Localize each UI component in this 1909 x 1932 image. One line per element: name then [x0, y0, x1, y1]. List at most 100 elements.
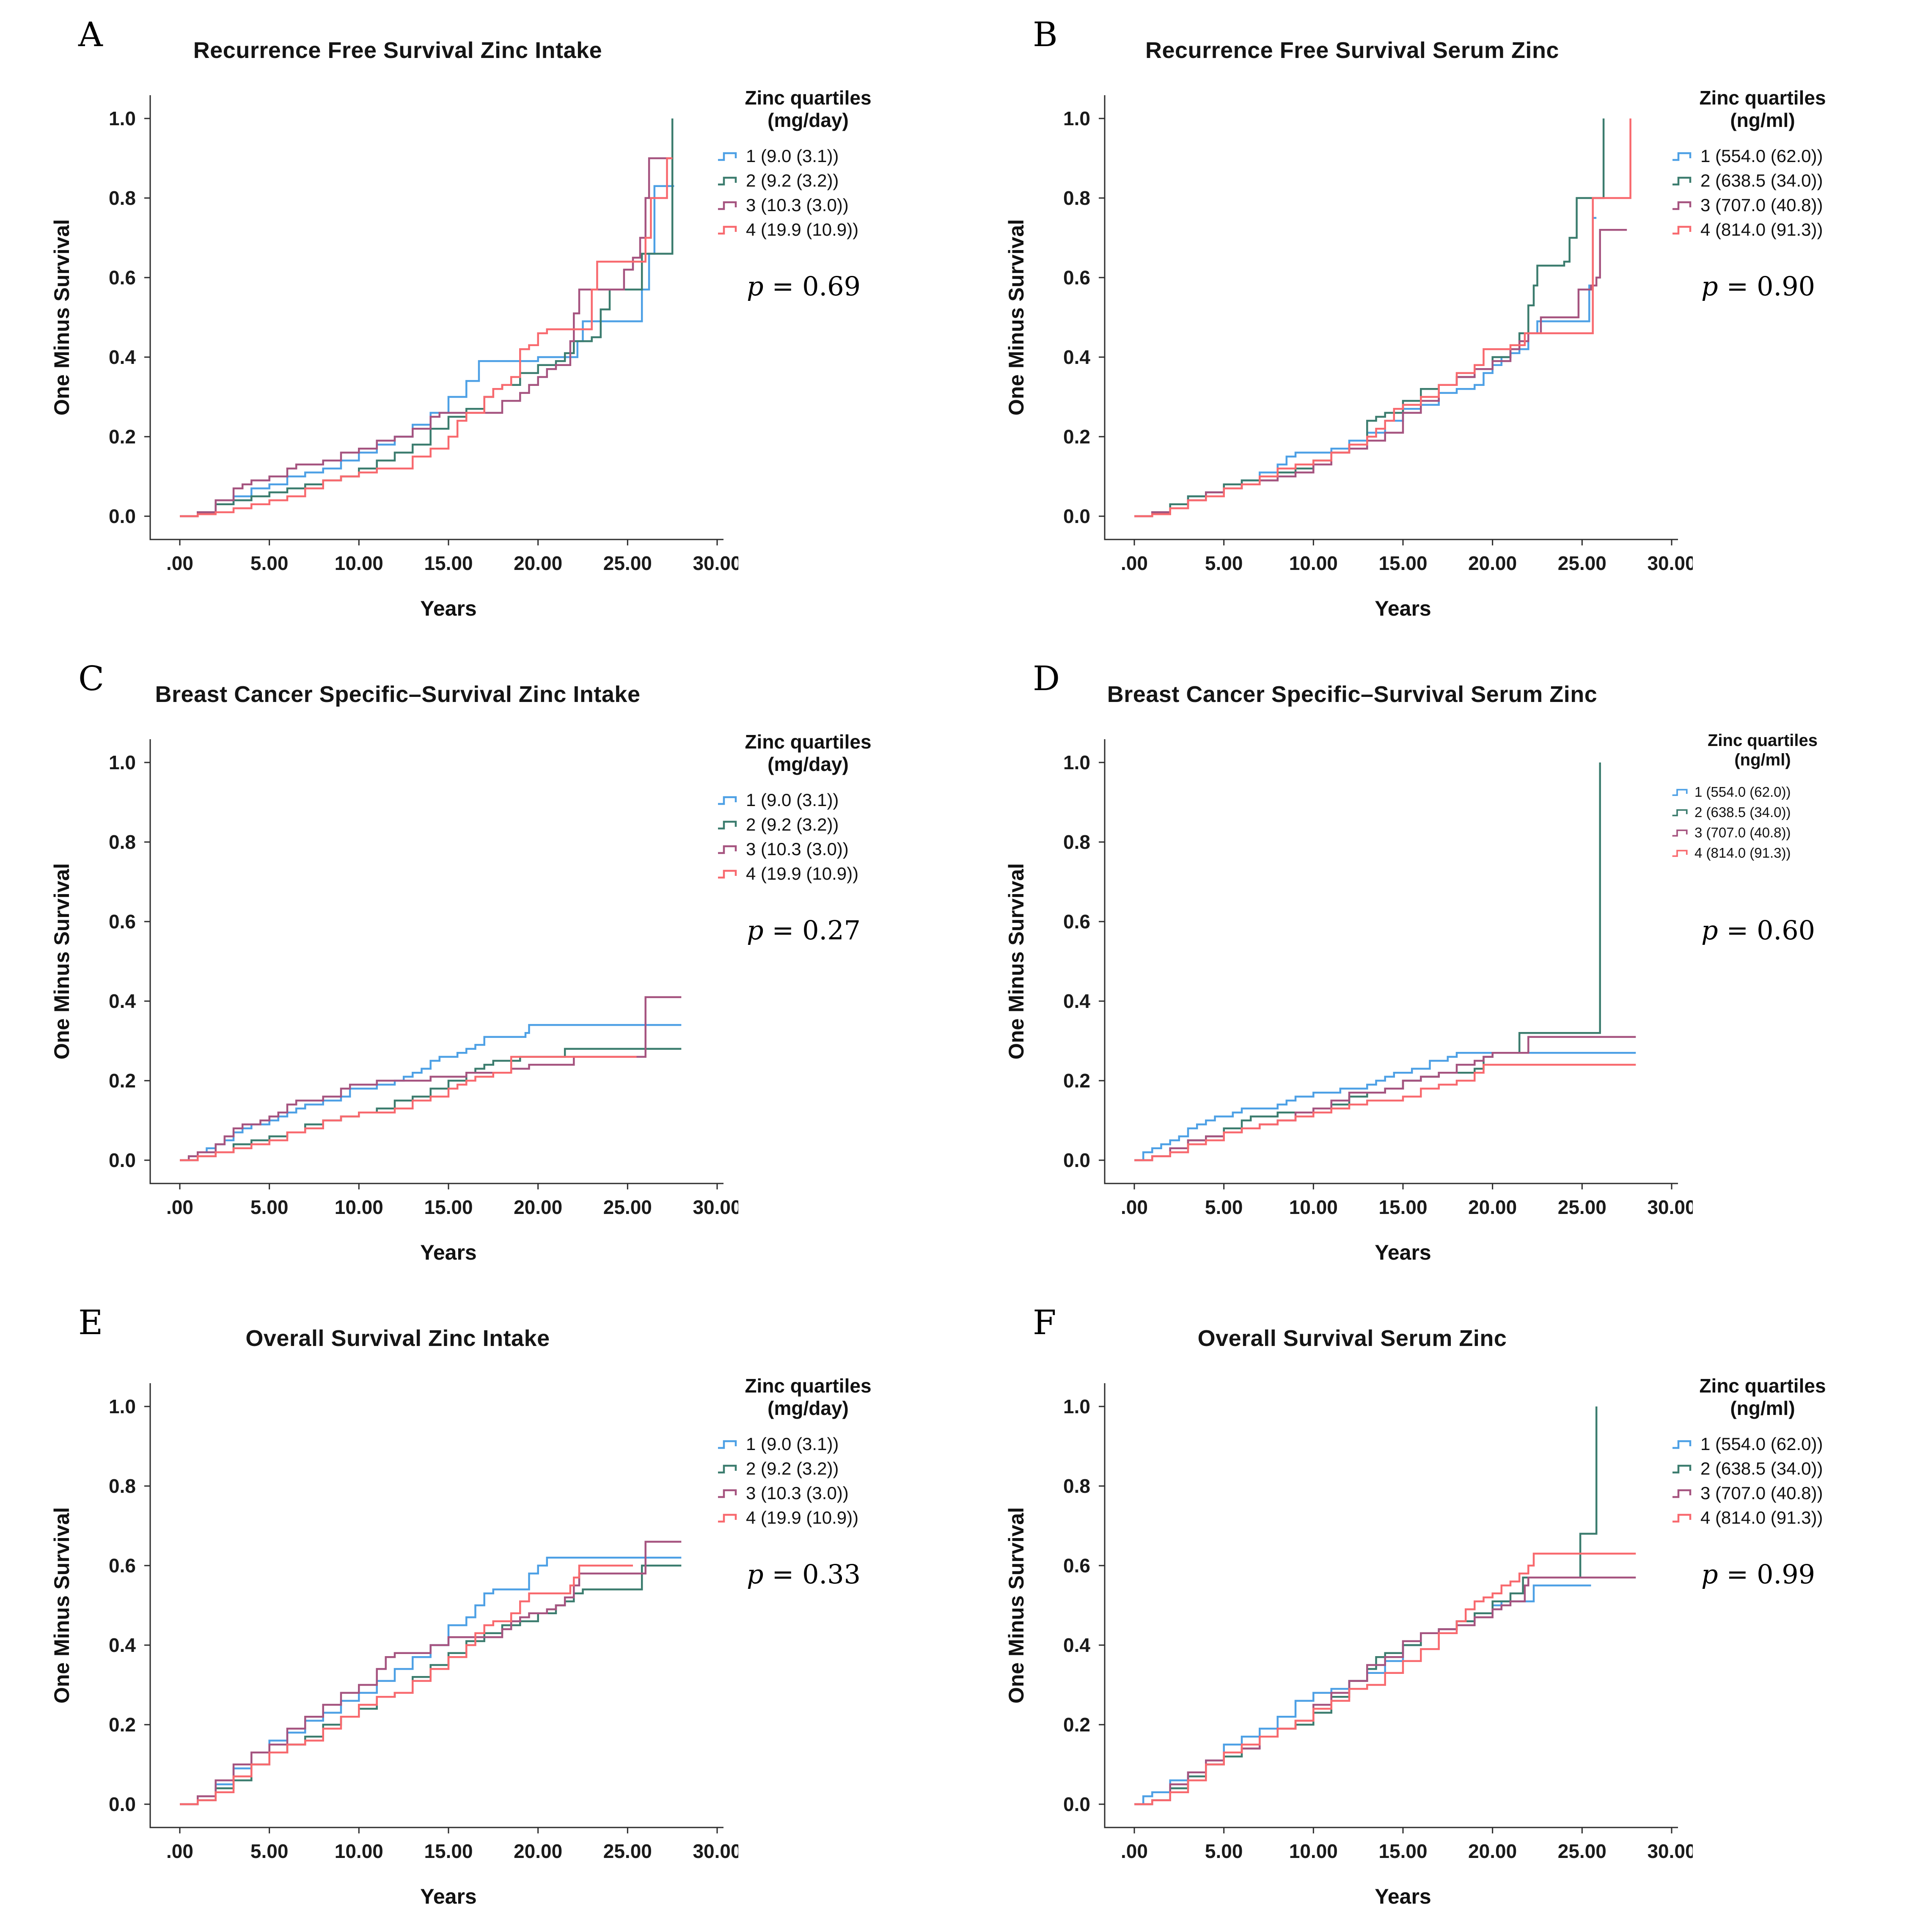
series-q3: [1134, 1576, 1636, 1805]
legend-label: 3 (10.3 (3.0)): [746, 195, 849, 215]
panel-B: B Recurrence Free Survival Serum Zinc .00 5…: [954, 0, 1909, 644]
legend-title-line2: (mg/day): [767, 1397, 849, 1419]
y-tick-label: 0.8: [1063, 831, 1090, 853]
y-axis-label: One Minus Survival: [50, 219, 74, 416]
y-tick-label: 0.0: [109, 1149, 136, 1171]
step-glyph: [718, 1464, 737, 1474]
y-tick-label: 1.0: [1063, 107, 1090, 129]
x-tick-label: 5.00: [250, 1840, 289, 1862]
y-tick-label: 0.6: [1063, 911, 1090, 933]
legend-swatch-icon: [718, 1514, 737, 1523]
legend-swatch-icon: [1672, 201, 1692, 210]
y-tick-label: 0.8: [1063, 1475, 1090, 1497]
x-tick-label: 15.00: [424, 552, 473, 574]
x-tick-label: 15.00: [424, 1840, 473, 1862]
legend-item-q3: 3 (10.3 (3.0)): [717, 839, 954, 859]
p-symbol: p: [747, 915, 764, 946]
legend-swatch-icon: [718, 226, 737, 235]
legend-label: 2 (638.5 (34.0)): [1700, 1458, 1823, 1478]
legend-title-line2: (mg/day): [767, 109, 849, 131]
legend-item-q2: 2 (9.2 (3.2)): [717, 171, 954, 191]
x-tick-label: 15.00: [1378, 552, 1427, 574]
x-tick-label: 5.00: [250, 1196, 289, 1218]
x-tick-label: 25.00: [1558, 1196, 1606, 1218]
legend-item-q3: 3 (10.3 (3.0)): [717, 1483, 954, 1503]
p-value-text: = 0.99: [1726, 1559, 1815, 1590]
chart-title: Recurrence Free Survival Serum Zinc: [1145, 38, 1559, 63]
x-tick-label: 30.00: [1647, 1840, 1693, 1862]
x-tick-label: 15.00: [1378, 1196, 1427, 1218]
y-tick-label: 0.4: [1063, 990, 1090, 1012]
x-tick-label: 20.00: [514, 1840, 562, 1862]
legend-title-line2: (ng/ml): [1734, 751, 1791, 769]
legend-label: 2 (9.2 (3.2)): [746, 170, 839, 190]
legend-items: 1 (554.0 (62.0)) 2 (638.5 (34.0)) 3 (707.0…: [1672, 146, 1909, 240]
legend-item-q4: 4 (814.0 (91.3)): [1672, 220, 1909, 240]
panel-E: E Overall Survival Zinc Intake .00 5.00 10.0…: [0, 1288, 954, 1932]
legend-swatch-icon: [1672, 789, 1688, 796]
p-value: p = 0.60: [1701, 915, 1815, 946]
legend-item-q1: 1 (9.0 (3.1)): [717, 1434, 954, 1454]
legend-item-q3: 3 (10.3 (3.0)): [717, 195, 954, 215]
y-tick-label: 0.8: [109, 831, 136, 853]
p-value-text: = 0.27: [772, 915, 861, 946]
legend-items: 1 (554.0 (62.0)) 2 (638.5 (34.0)) 3 (707.0…: [1672, 1434, 1909, 1528]
legend-items: 1 (9.0 (3.1)) 2 (9.2 (3.2)) 3 (10.3 (3.0))…: [717, 790, 954, 884]
legend-item-q2: 2 (9.2 (3.2)): [717, 815, 954, 835]
y-axis-label: One Minus Survival: [1004, 219, 1028, 416]
legend-label: 2 (638.5 (34.0)): [1694, 804, 1791, 820]
survival-plot: .00 5.00 10.00 15.00 20.00 25.00 30.00 0.0 0.2 0.…: [1004, 1383, 1693, 1908]
x-tick-label: 10.00: [1289, 552, 1338, 574]
y-tick-label: 1.0: [109, 107, 136, 129]
y-tick-label: 0.8: [109, 1475, 136, 1497]
legend-item-q2: 2 (638.5 (34.0)): [1672, 171, 1909, 191]
legend-label: 1 (9.0 (3.1)): [746, 1434, 839, 1454]
y-axis-label: One Minus Survival: [1004, 1507, 1028, 1704]
y-axis-label: One Minus Survival: [1004, 863, 1028, 1060]
step-glyph: [718, 1440, 737, 1449]
y-tick-label: 0.0: [109, 505, 136, 527]
y-tick-label: 0.6: [1063, 267, 1090, 289]
x-tick-label: 30.00: [1647, 552, 1693, 574]
y-tick-label: 0.0: [1063, 1149, 1090, 1171]
series-q4: [180, 157, 673, 517]
legend-item-q4: 4 (19.9 (10.9)): [717, 220, 954, 240]
legend: Zinc quartiles (ng/ml) 1 (554.0 (62.0)) 2 (…: [1672, 731, 1909, 861]
step-glyph: [1672, 1514, 1692, 1523]
legend-title-line1: Zinc quartiles: [1699, 87, 1826, 109]
x-tick-label: 30.00: [1647, 1196, 1693, 1218]
x-tick-label: .00: [1121, 1196, 1148, 1218]
survival-plot: .00 5.00 10.00 15.00 20.00 25.00 30.00 0.0 0.2 0.…: [1004, 739, 1693, 1264]
step-glyph: [1672, 1464, 1692, 1474]
step-glyph: [718, 176, 737, 186]
y-tick-label: 0.0: [1063, 1793, 1090, 1815]
survival-plot: .00 5.00 10.00 15.00 20.00 25.00 30.00 0.0 0.2 0.…: [50, 1383, 738, 1908]
survival-plot: .00 5.00 10.00 15.00 20.00 25.00 30.00 0.0 0.2 0.…: [50, 739, 738, 1264]
legend-item-q1: 1 (554.0 (62.0)): [1672, 784, 1909, 800]
x-tick-label: 5.00: [1205, 1840, 1243, 1862]
p-value: p = 0.90: [1701, 271, 1815, 302]
y-tick-label: 0.6: [109, 1555, 136, 1577]
legend-label: 1 (9.0 (3.1)): [746, 146, 839, 166]
chart-title: Overall Survival Zinc Intake: [245, 1326, 550, 1351]
x-tick-label: 10.00: [335, 1840, 383, 1862]
y-tick-label: 1.0: [109, 751, 136, 773]
x-tick-label: 30.00: [693, 1196, 738, 1218]
x-axis-label: Years: [1375, 597, 1431, 620]
y-tick-label: 0.6: [109, 911, 136, 933]
y-tick-label: 1.0: [1063, 1395, 1090, 1417]
series-q3: [1134, 228, 1627, 517]
x-tick-label: 15.00: [424, 1196, 473, 1218]
y-tick-label: 0.2: [1063, 1714, 1090, 1736]
x-tick-label: 25.00: [603, 552, 652, 574]
legend-label: 2 (638.5 (34.0)): [1700, 170, 1823, 190]
legend-label: 4 (19.9 (10.9)): [746, 219, 859, 239]
legend-label: 3 (707.0 (40.8)): [1700, 195, 1823, 215]
legend-swatch-icon: [1672, 1514, 1692, 1523]
x-tick-label: 15.00: [1378, 1840, 1427, 1862]
x-tick-label: 5.00: [1205, 1196, 1243, 1218]
x-axis-label: Years: [1375, 1885, 1431, 1908]
p-value: p = 0.27: [747, 915, 861, 946]
series-q4: [1134, 1552, 1636, 1805]
